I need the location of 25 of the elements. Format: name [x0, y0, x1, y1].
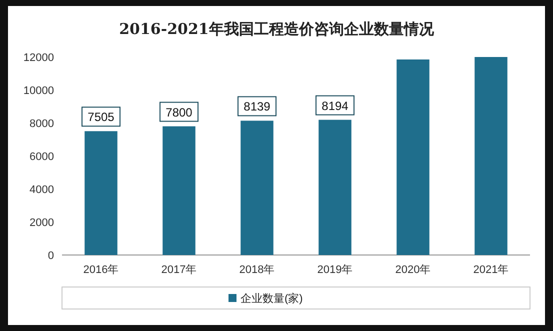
data-label: 8139	[244, 100, 271, 114]
data-label: 7505	[88, 110, 115, 124]
bar	[474, 57, 508, 255]
bar	[240, 120, 274, 255]
x-tick-label: 2019年	[317, 264, 353, 276]
legend-label: 企业数量(家)	[240, 292, 303, 305]
chart-title: 2016-2021年我国工程造价咨询企业数量情况	[119, 20, 435, 38]
x-tick-label: 2021年	[473, 264, 509, 276]
x-tick-label: 2016年	[83, 264, 119, 276]
x-tick-label: 2018年	[239, 264, 275, 276]
x-tick-label: 2020年	[395, 264, 431, 276]
bar	[396, 59, 430, 255]
x-tick-label: 2017年	[161, 264, 197, 276]
y-tick-label: 12000	[23, 52, 54, 64]
bar	[84, 131, 118, 255]
y-tick-label: 8000	[30, 118, 54, 130]
y-tick-label: 10000	[23, 85, 54, 97]
y-tick-label: 6000	[30, 151, 54, 163]
bar	[318, 120, 352, 255]
y-tick-label: 2000	[30, 217, 54, 229]
bar	[162, 126, 196, 255]
data-label: 8194	[322, 98, 349, 113]
y-tick-label: 4000	[30, 184, 54, 196]
y-tick-label: 0	[48, 250, 54, 262]
data-label: 7800	[166, 105, 193, 120]
